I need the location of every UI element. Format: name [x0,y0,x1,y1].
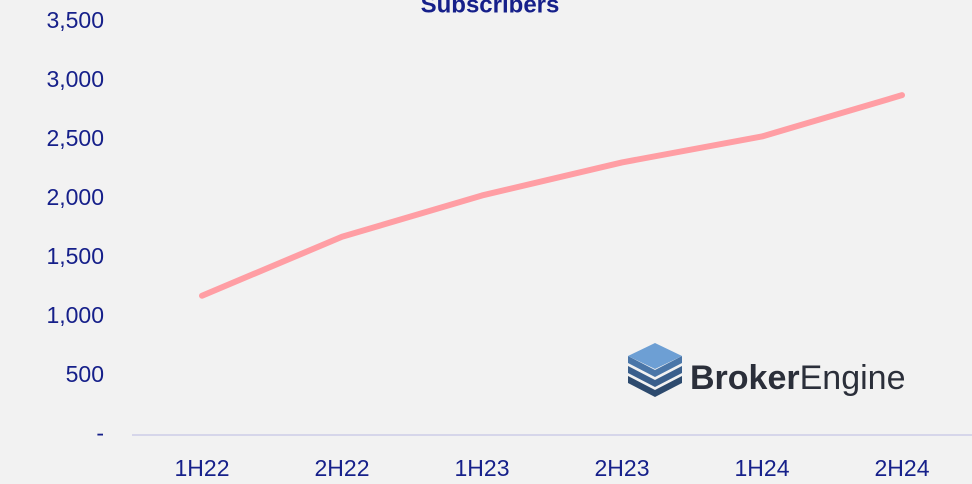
x-tick-label: 2H22 [315,455,370,481]
logo-top [628,343,682,369]
logo: BrokerEngine [628,343,905,397]
logo-text: BrokerEngine [690,359,905,397]
x-tick-label: 2H23 [595,455,650,481]
line [199,92,905,299]
logo-layer [628,376,682,397]
x-tick-label: 2H24 [875,455,930,481]
y-tick-label: 2,000 [46,184,104,210]
x-tick-label: 1H22 [175,455,230,481]
y-tick-label: 1,000 [46,302,104,328]
logo-bold: Broker [690,359,800,397]
y-tick-label: 500 [66,361,104,387]
logo-light: Engine [800,359,906,397]
y-tick-label: 3,500 [46,7,104,33]
x-tick-label: 1H24 [735,455,790,481]
y-tick-label: 1,500 [46,243,104,269]
x-tick-label: 1H23 [455,455,510,481]
y-tick-label: 3,000 [46,66,104,92]
y-tick-label: 2,500 [46,125,104,151]
y-tick-label: - [96,420,104,446]
logo-layer [628,356,682,377]
logo-layer [628,366,682,387]
chart-title: Subscribers [421,0,560,18]
